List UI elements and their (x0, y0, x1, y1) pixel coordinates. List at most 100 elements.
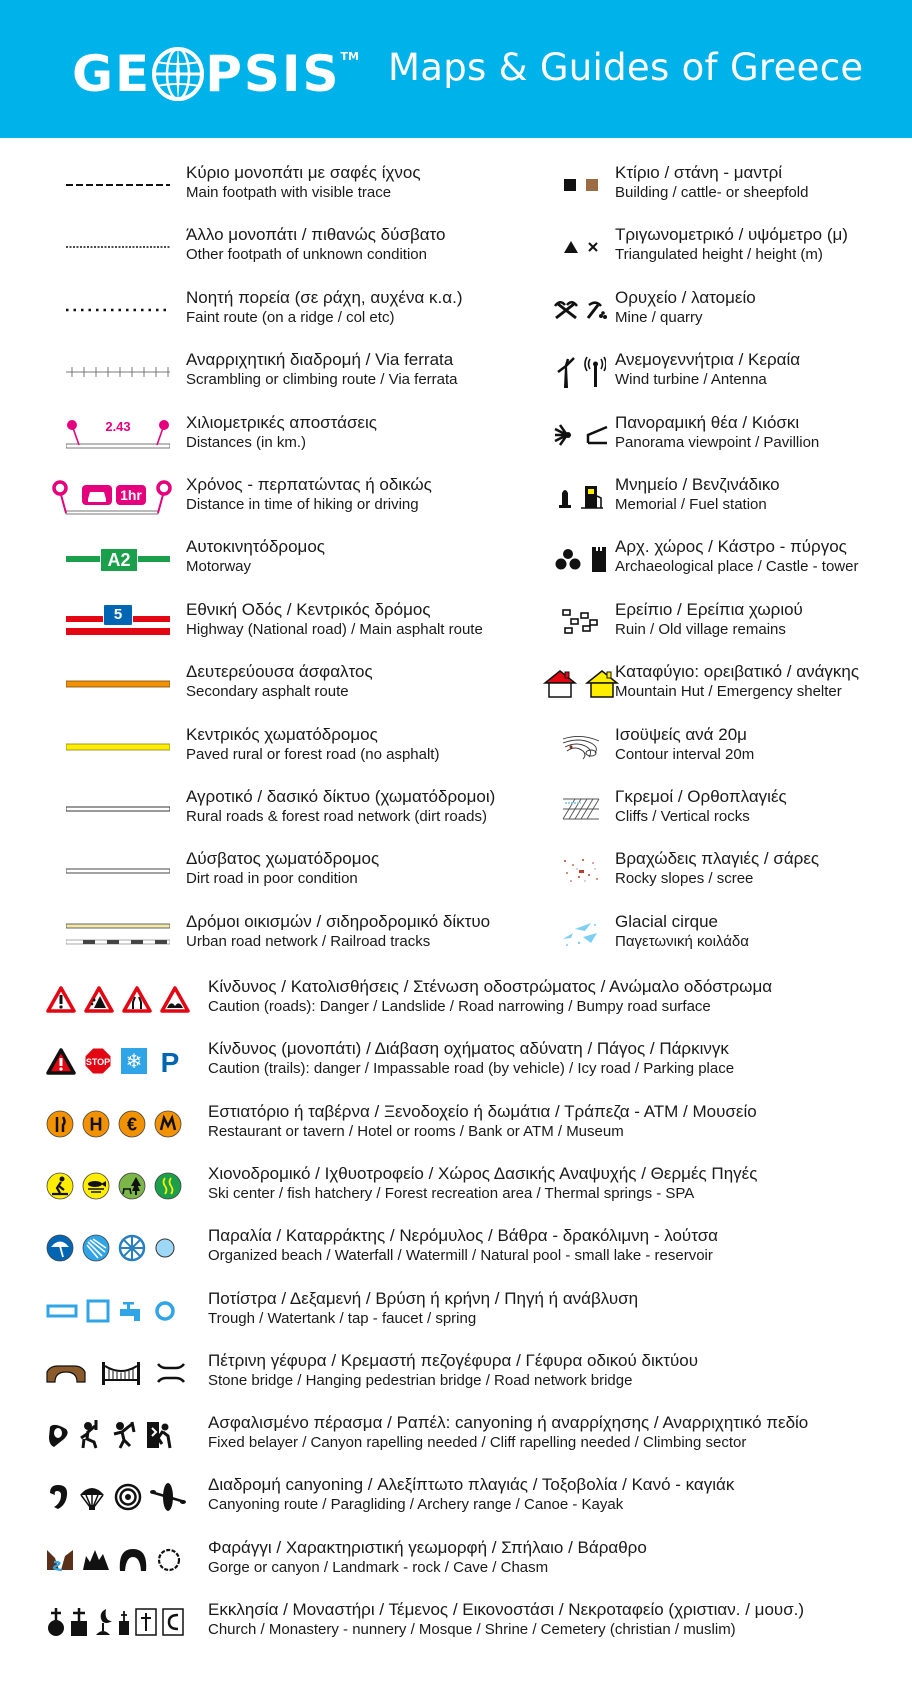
triangulated-height-icon (563, 240, 579, 254)
archery-icon (114, 1483, 142, 1511)
legend-item-bottom: Ασφαλισμένο πέρασμα / Ραπέλ: canyoning ή… (0, 1413, 912, 1463)
globe-icon (152, 46, 205, 102)
restaurant-icon (46, 1110, 74, 1138)
legend-item-right: Κτίριο / στάνη - μαντρί Building / cattle… (550, 163, 912, 213)
cave-icon (118, 1547, 148, 1573)
legend-text-en: Memorial / Fuel station (615, 496, 767, 513)
legend-item-right: Glacial cirque Παγετωνική κοιλάδα (550, 912, 912, 962)
canyoning-icon (46, 1483, 70, 1511)
legend-text-gr: Ποτίστρα / Δεξαμενή / Βρύση ή κρήνη / Πη… (208, 1288, 639, 1308)
danger-road-icon (46, 985, 76, 1013)
legend-item-bottom: Διαδρομή canyoning / Αλεξίπτωτο πλαγιάς … (0, 1475, 912, 1525)
distance-label: 2.43 (105, 418, 131, 434)
legend-item-secondary-road: Δευτερεύουσα άσφαλτος Secondary asphalt r… (0, 662, 560, 712)
legend-text-gr: Φαράγγι / Χαρακτηριστική γεωμορφή / Σπήλ… (208, 1537, 647, 1557)
chasm-icon (156, 1547, 182, 1573)
via-ferrata-line-symbol (66, 350, 170, 394)
legend-text-en: Urban road network / Railroad tracks (186, 932, 431, 950)
legend-text-gr: Χιλιομετρικές αποστάσεις (186, 412, 377, 432)
beach-icon (46, 1234, 74, 1262)
legend-text-gr: Εστιατόριο ή ταβέρνα / Ξενοδοχείο ή δωμά… (208, 1101, 757, 1121)
legend-text-en: Caution (trails): danger / Impassable ro… (208, 1060, 735, 1078)
bumpy-road-icon (160, 985, 190, 1013)
legend-text-gr: Χιονοδρομικό / Ιχθυοτροφείο / Χώρος Δασι… (208, 1163, 758, 1183)
legend-item-highway: 5 Εθνική Οδός / Κεντρικός δρόμος Highway … (0, 600, 560, 650)
legend-text-gr: Δρόμοι οικισμών / σιδηροδρομικό δίκτυο (186, 911, 491, 931)
danger-trail-icon (46, 1048, 76, 1075)
dashed-line-symbol (66, 163, 170, 207)
legend-text-gr: Δευτερεύουσα άσφαλτος (186, 662, 373, 682)
mosque-icon (92, 1607, 114, 1637)
legend-item-bottom: Πέτρινη γέφυρα / Κρεμαστή πεζογέφυρα / Γ… (0, 1351, 912, 1401)
kayak-icon (150, 1482, 186, 1512)
legend-text-gr: Κεντρικός χωματόδρομος (186, 724, 378, 744)
svg-text:STOP: STOP (86, 1057, 110, 1067)
cliff-rappel-icon (112, 1420, 138, 1450)
legend-item-motorway: A2 Αυτοκινητόδρομος Motorway (0, 537, 560, 587)
legend-text-en: Gorge or canyon / Landmark - rock / Cave… (208, 1558, 549, 1576)
legend-text-en: Distances (in km.) (186, 433, 307, 451)
legend-item-dirt-road: Δύσβατος χωματόδρομος Dirt road in poor c… (0, 849, 560, 899)
legend-text-gr: Ερείπιο / Ερείπια χωριού (615, 599, 803, 619)
bank-icon: € (118, 1110, 146, 1138)
legend-text-gr: Δύσβατος χωματόδρομος (186, 849, 380, 869)
legend-item-dotted-line: Νοητή πορεία (σε ράχη, αυχένα κ.α.) Faint… (0, 288, 560, 338)
dirt-road-symbol (66, 849, 170, 893)
parking-icon: P (156, 1047, 184, 1075)
sheepfold-icon (585, 178, 599, 192)
legend-item-dashed-line: Κύριο μονοπάτι με σαφές ίχνος Main footpa… (0, 163, 560, 213)
legend-text-gr: Κίνδυνος (μονοπάτι) / Διάβαση οχήματος α… (208, 1039, 729, 1059)
svg-text:❄: ❄ (126, 1049, 143, 1073)
fine-dotted-line-symbol (66, 225, 170, 269)
contour-icon (561, 733, 601, 761)
legend-item-urban-rail: Δρόμοι οικισμών / σιδηροδρομικό δίκτυο Ur… (0, 912, 560, 962)
trademark: TM (340, 50, 359, 63)
legend-text-en: Scrambling or climbing route / Via ferra… (186, 371, 458, 389)
legend-text-en: Ruin / Old village remains (615, 620, 786, 638)
legend-item-right: Ορυχείο / λατομείο Mine / quarry (550, 288, 912, 338)
legend-text-gr: Αυτοκινητόδρομος (186, 537, 325, 557)
monastery-icon (69, 1607, 89, 1637)
legend-item-right: Ερείπιο / Ερείπια χωριού Ruin / Old villa… (550, 600, 912, 650)
fuel-station-icon (580, 484, 604, 510)
legend-text-en: Organized beach / Waterfall / Watermill … (208, 1247, 713, 1265)
legend-text-en: Archaeological place / Castle - tower (615, 558, 859, 576)
legend-text-gr: Βραχώδεις πλαγιές / σάρες (615, 849, 820, 869)
legend-text-en: Paved rural or forest road (no asphalt) (186, 745, 440, 763)
shrine-icon (117, 1607, 131, 1637)
legend-text-gr: Γκρεμοί / Ορθοπλαγιές (615, 787, 787, 806)
legend-text-gr: Ασφαλισμένο πέρασμα / Ραπέλ: canyoning ή… (208, 1413, 809, 1433)
paragliding-icon (78, 1483, 106, 1511)
legend-item-right: Ανεμογεννήτρια / Κεραία Wind turbine / An… (550, 350, 912, 400)
legend-text-en: Cliffs / Vertical rocks (615, 808, 750, 825)
legend-text-gr: Κύριο μονοπάτι με σαφές ίχνος (186, 163, 421, 182)
wind-turbine-icon (556, 356, 576, 389)
dotted-line-symbol (66, 288, 170, 332)
antenna-icon (584, 356, 606, 388)
legend-item-bottom: Εκκλησία / Μοναστήρι / Τέμενος / Εικονοσ… (0, 1600, 912, 1650)
legend-text-en: Trough / Watertank / tap - faucet / spri… (208, 1309, 477, 1327)
legend-text-en: Triangulated height / height (m) (615, 246, 823, 264)
legend-item-right: Βραχώδεις πλαγιές / σάρες Rocky slopes / … (550, 849, 912, 899)
secondary-road-symbol (66, 662, 170, 706)
museum-icon (154, 1110, 182, 1138)
legend-item-right: Ισοϋψείς ανά 20μ Contour interval 20m (550, 725, 912, 775)
legend-text-gr: Εθνική Οδός / Κεντρικός δρόμος (186, 599, 431, 619)
legend-item-time-marker: 1hr Χρόνος - περπατώντας ή οδικώς Distanc… (0, 475, 560, 525)
legend-text-gr: Εκκλησία / Μοναστήρι / Τέμενος / Εικονοσ… (208, 1600, 805, 1619)
legend-item-right: Μνημείο / Βενζινάδικο Memorial / Fuel sta… (550, 475, 912, 525)
logo-text-ge: GE (72, 45, 152, 103)
legend-item-right: Γκρεμοί / Ορθοπλαγιές Cliffs / Vertical r… (550, 787, 912, 837)
highway-symbol: 5 (66, 600, 170, 644)
legend-text-en: Παγετωνική κοιλάδα (615, 932, 749, 950)
header-banner: GE PSIS TM Maps & Guides of Greece (0, 0, 912, 138)
legend-text-gr: Ισοϋψείς ανά 20μ (615, 724, 747, 744)
geopsis-logo: GE PSIS TM (72, 44, 359, 104)
stone-bridge-icon (46, 1362, 86, 1384)
legend-item-bottom: Ποτίστρα / Δεξαμενή / Βρύση ή κρήνη / Πη… (0, 1289, 912, 1339)
logo-text-psis: PSIS (205, 45, 341, 103)
cliffs-icon (561, 795, 601, 823)
christian-cemetery-icon (134, 1607, 158, 1637)
legend-text-en: Building / cattle- or sheepfold (615, 184, 809, 201)
motorway-shield: A2 (100, 548, 138, 573)
